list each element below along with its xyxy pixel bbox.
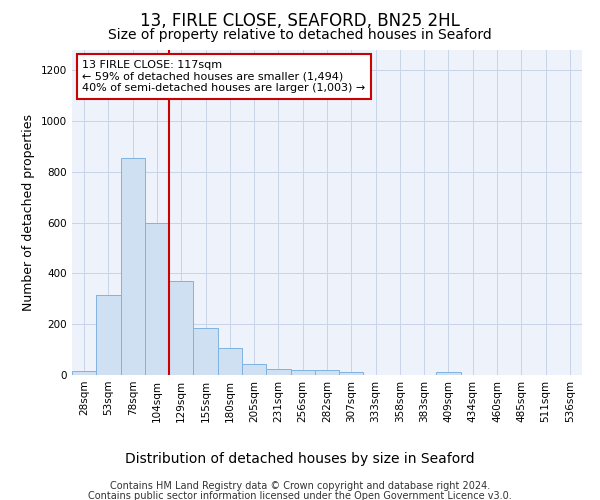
Bar bbox=[266, 370, 290, 375]
Bar bbox=[145, 222, 169, 375]
Y-axis label: Number of detached properties: Number of detached properties bbox=[22, 114, 35, 311]
Bar bbox=[242, 364, 266, 375]
Bar bbox=[121, 158, 145, 375]
Bar bbox=[315, 370, 339, 375]
Text: Contains HM Land Registry data © Crown copyright and database right 2024.: Contains HM Land Registry data © Crown c… bbox=[110, 481, 490, 491]
Text: Distribution of detached houses by size in Seaford: Distribution of detached houses by size … bbox=[125, 452, 475, 466]
Text: 13 FIRLE CLOSE: 117sqm
← 59% of detached houses are smaller (1,494)
40% of semi-: 13 FIRLE CLOSE: 117sqm ← 59% of detached… bbox=[82, 60, 365, 93]
Bar bbox=[96, 295, 121, 375]
Bar bbox=[339, 372, 364, 375]
Text: Contains public sector information licensed under the Open Government Licence v3: Contains public sector information licen… bbox=[88, 491, 512, 500]
Bar bbox=[72, 371, 96, 375]
Bar bbox=[218, 348, 242, 375]
Text: 13, FIRLE CLOSE, SEAFORD, BN25 2HL: 13, FIRLE CLOSE, SEAFORD, BN25 2HL bbox=[140, 12, 460, 30]
Bar bbox=[290, 370, 315, 375]
Bar bbox=[169, 281, 193, 375]
Text: Size of property relative to detached houses in Seaford: Size of property relative to detached ho… bbox=[108, 28, 492, 42]
Bar bbox=[436, 372, 461, 375]
Bar bbox=[193, 328, 218, 375]
